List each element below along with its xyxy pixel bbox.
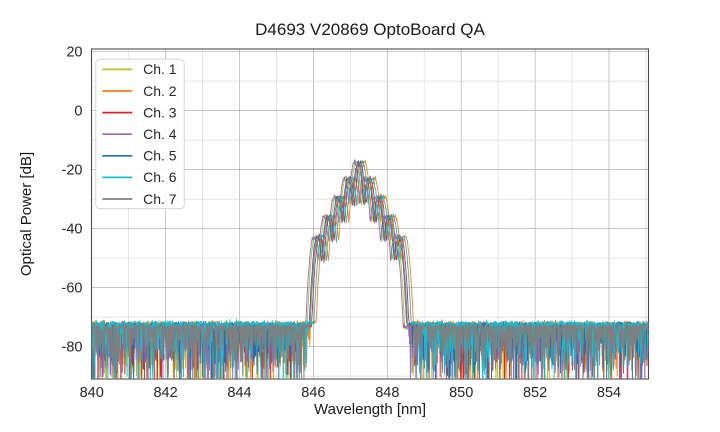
svg-text:852: 852 (523, 385, 547, 401)
svg-text:D4693 V20869 OptoBoard QA: D4693 V20869 OptoBoard QA (255, 20, 485, 39)
svg-text:-20: -20 (62, 163, 83, 179)
svg-text:Ch. 5: Ch. 5 (143, 148, 177, 164)
svg-text:840: 840 (80, 385, 104, 401)
svg-text:-60: -60 (62, 281, 83, 297)
svg-text:Ch. 6: Ch. 6 (143, 169, 177, 185)
svg-text:844: 844 (227, 385, 251, 401)
svg-text:0: 0 (74, 104, 82, 120)
svg-text:Ch. 1: Ch. 1 (143, 61, 177, 77)
svg-text:842: 842 (153, 385, 177, 401)
svg-text:Ch. 4: Ch. 4 (143, 126, 177, 142)
svg-text:20: 20 (66, 45, 82, 61)
svg-text:Wavelength [nm]: Wavelength [nm] (314, 401, 426, 418)
svg-text:850: 850 (449, 385, 473, 401)
svg-text:Ch. 3: Ch. 3 (143, 104, 177, 120)
svg-text:-40: -40 (62, 222, 83, 238)
svg-text:848: 848 (375, 385, 399, 401)
svg-text:Ch. 7: Ch. 7 (143, 191, 177, 207)
svg-text:-80: -80 (62, 340, 83, 356)
svg-text:854: 854 (597, 385, 621, 401)
svg-text:846: 846 (301, 385, 325, 401)
svg-text:Optical Power [dB]: Optical Power [dB] (18, 152, 35, 276)
svg-text:Ch. 2: Ch. 2 (143, 83, 177, 99)
